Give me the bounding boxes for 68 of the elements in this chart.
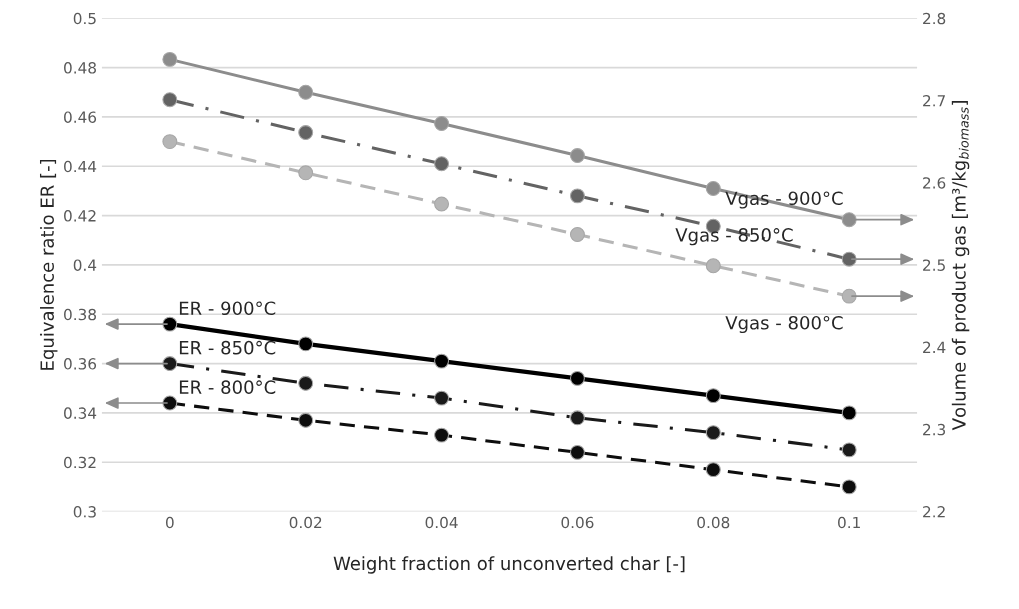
point [434,353,450,369]
point [298,412,314,428]
y2-tick-label: 2.8 [923,12,946,25]
point [434,390,450,406]
y-tick-label: 0.34 [64,407,97,419]
point [569,227,585,242]
y2-tick-label: 2.6 [923,177,946,189]
series-label: Vgas - 850°C [675,228,793,246]
point [162,134,178,150]
point [434,116,450,131]
point [841,288,857,304]
point [298,84,314,100]
y2-tick-label: 2.3 [923,423,946,436]
x-tick-label: 0 [165,516,174,529]
y-tick-label: 0.36 [64,358,97,370]
point [434,427,450,443]
point [569,148,585,164]
point [298,336,314,352]
series-label: Vgas - 800°C [725,315,843,334]
point [298,125,314,141]
y-tick-label: 0.48 [64,62,96,74]
point [841,251,857,267]
point [841,212,857,228]
x-tick-label: 0.08 [697,516,730,529]
point [569,188,585,204]
point [162,316,178,332]
y-tick-label: 0.44 [64,160,97,173]
point [298,165,314,181]
y2-tick-label: 2.5 [923,259,945,271]
y2-tick-label: 2.4 [923,341,946,353]
x-tick-label: 0.06 [561,516,594,529]
y2-axis-title: Volume of product gas [m³/kg$_{biomass}$] [951,101,970,431]
series-label: ER - 850°C [179,340,276,355]
x-tick-label: 0.04 [425,516,458,529]
point [705,388,721,404]
point [434,156,450,172]
series-label: Vgas - 900°C [725,191,843,209]
point [841,442,857,458]
y-tick-label: 0.3 [73,506,96,518]
y-tick-label: 0.5 [73,12,96,25]
point [705,180,721,196]
y-tick-label: 0.42 [64,210,96,222]
x-axis-title: Weight fraction of unconverted char [-] [333,556,685,574]
x-tick-label: 0.02 [289,516,322,529]
x-tick-label: 0.1 [838,516,860,529]
point [569,410,585,426]
y-tick-label: 0.38 [64,308,96,321]
y-tick-label: 0.4 [73,259,97,271]
point [569,370,585,386]
point [162,395,178,411]
point [705,425,721,441]
point [841,405,857,421]
point [162,51,178,67]
y-tick-label: 0.32 [64,456,96,469]
point [162,92,178,108]
point [841,479,857,495]
point [569,444,585,460]
y2-tick-label: 2.2 [923,506,945,518]
series-label: ER - 900°C [179,301,276,316]
series-label: ER - 800°C [179,380,276,394]
point [705,258,721,274]
point [298,375,314,391]
point [162,356,178,372]
y-tick-label: 0.46 [64,111,97,123]
point [705,462,721,478]
y-axis-title: Equivalence ratio ER [-] [39,159,58,370]
point [434,196,450,212]
y2-tick-label: 2.7 [923,94,945,107]
